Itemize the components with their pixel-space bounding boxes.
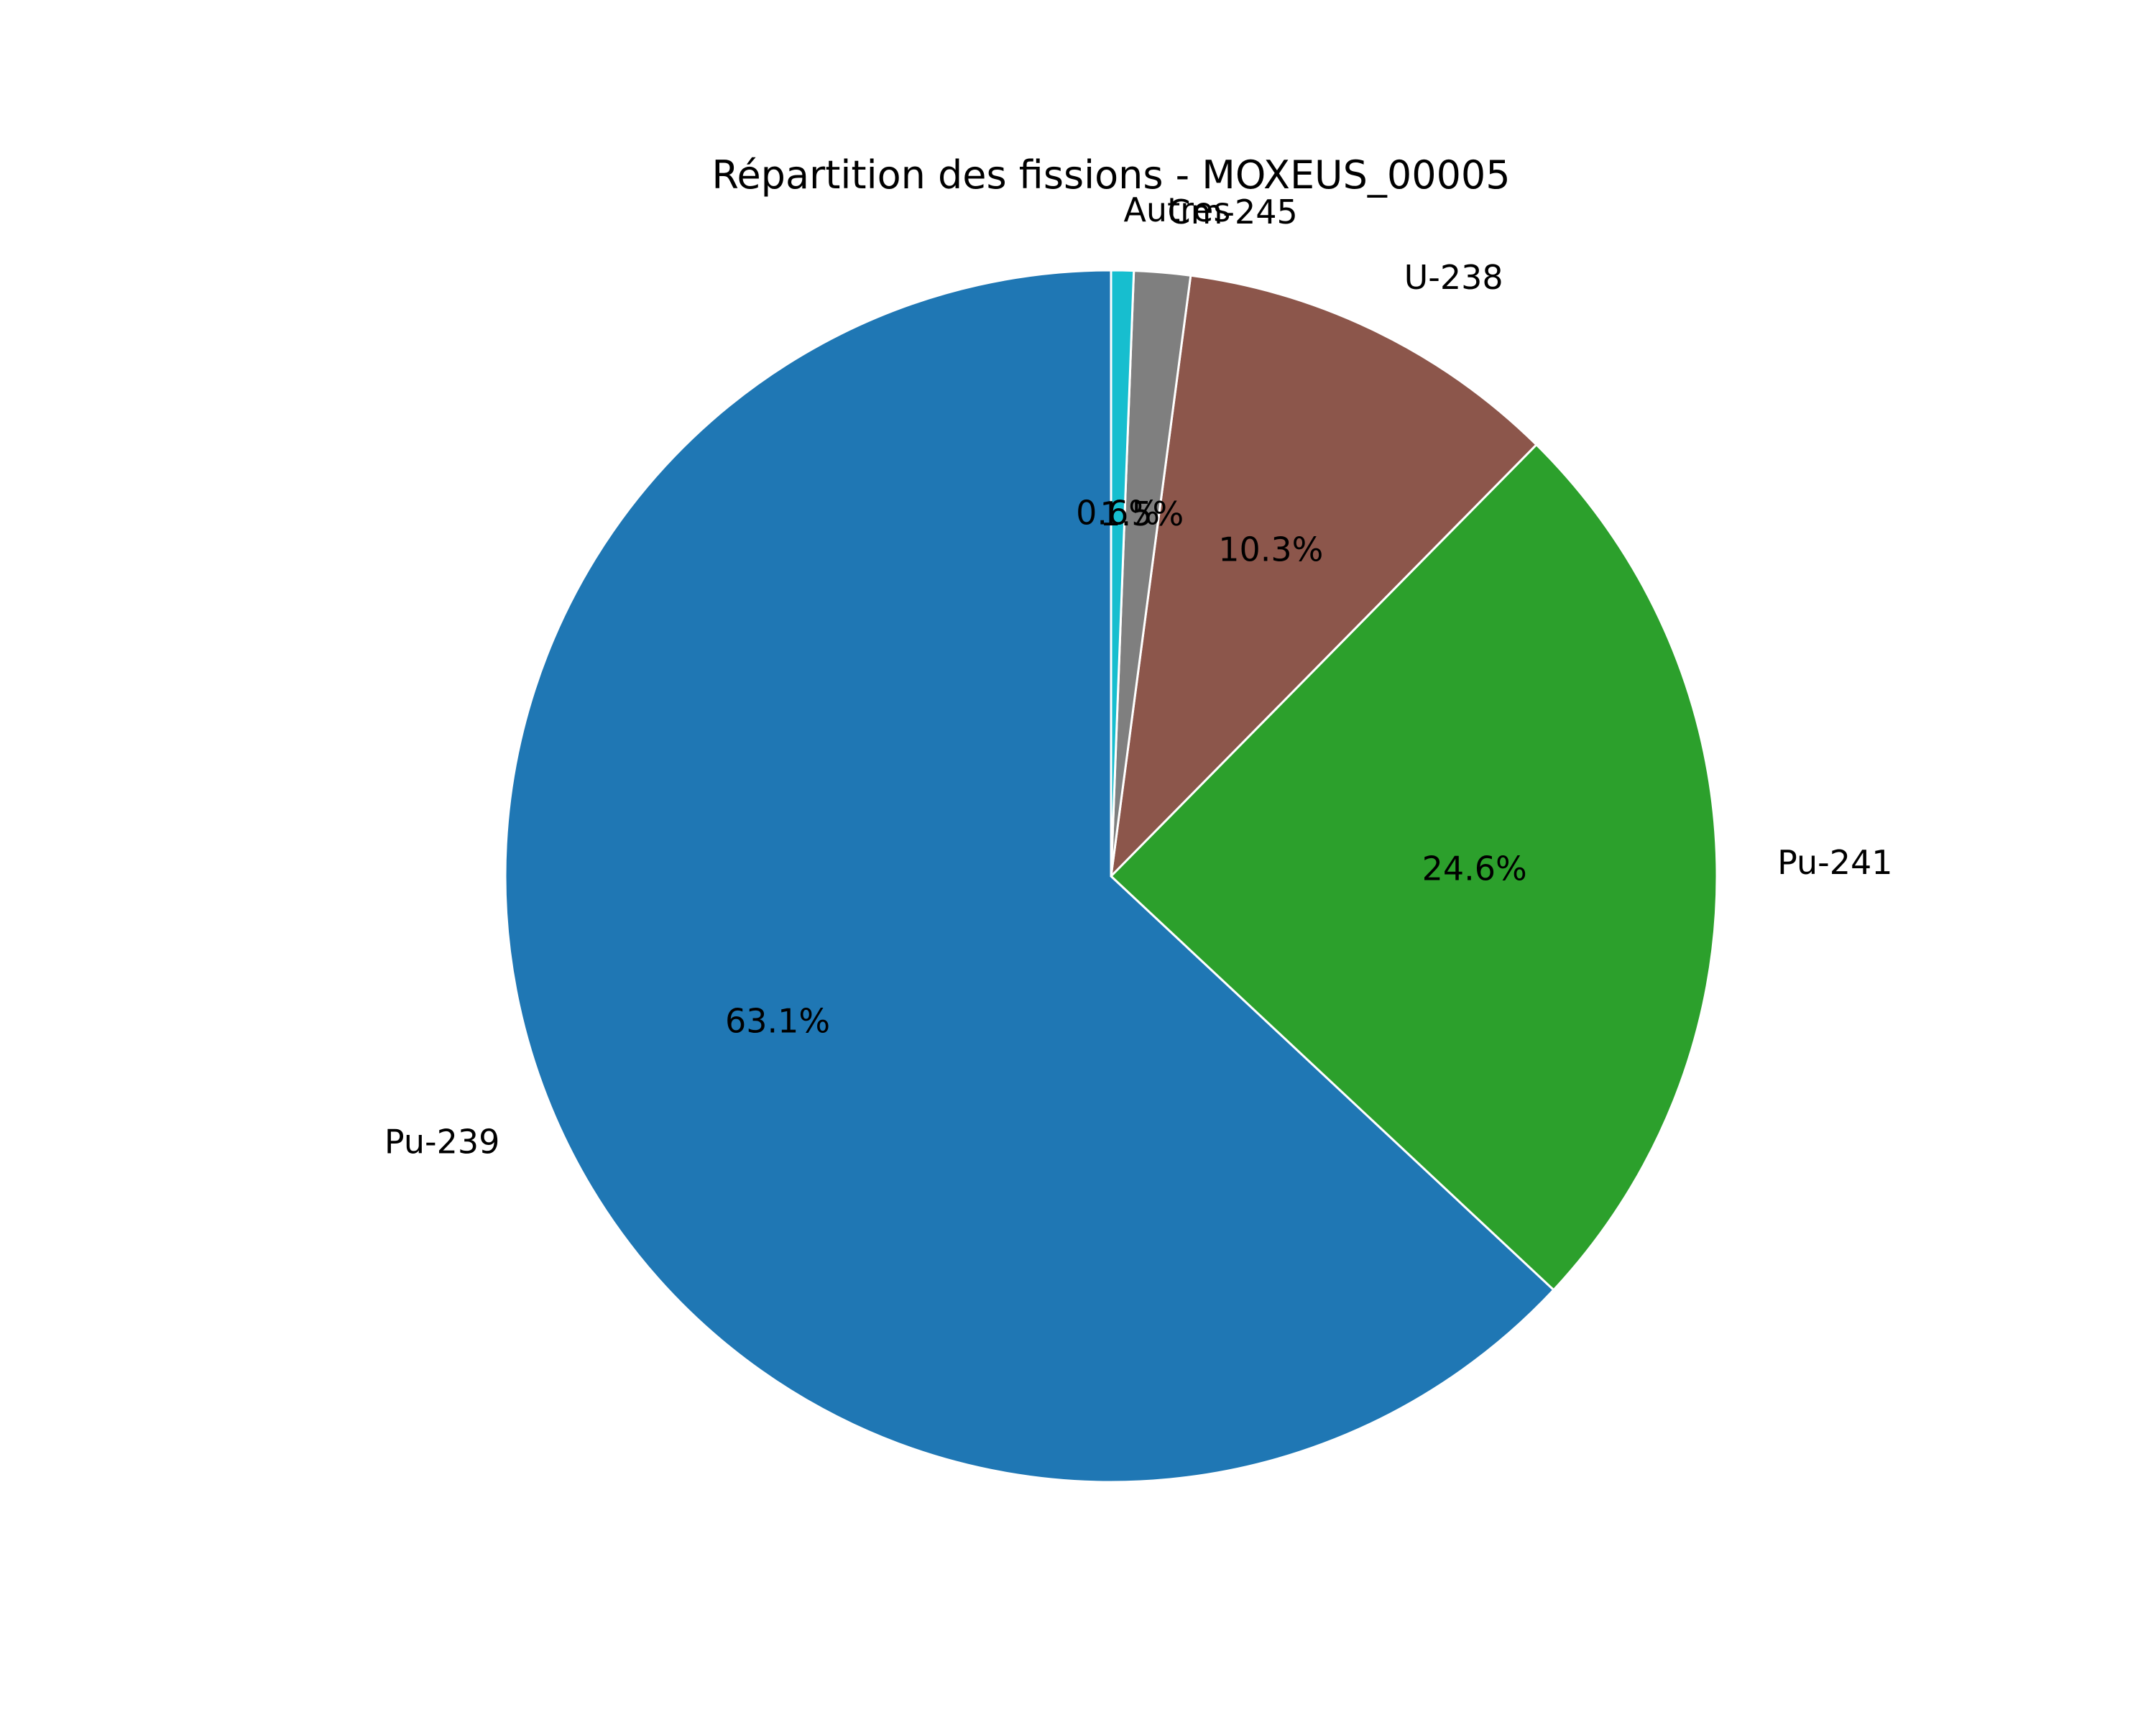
pie-slice-pu-241	[1110, 443, 1718, 1292]
slice-percent-cm-245: 1.5%	[1100, 494, 1184, 533]
slice-percent-u-238: 10.3%	[1218, 530, 1323, 569]
slice-label-pu-241: Pu-241	[1777, 843, 1892, 882]
pie-labels: Pu-239 63.1% Pu-241 24.6% U-238 10.3% Cm-245 1.…	[384, 190, 1893, 1161]
slice-percent-pu-241: 24.6%	[1422, 850, 1527, 888]
slice-percent-pu-239: 63.1%	[725, 1001, 830, 1040]
chart-title: Répartition des fissions - MOXEUS_00005	[711, 152, 1510, 198]
slice-label-autres: Autres	[1123, 190, 1230, 229]
slice-label-cm-245: Cm-245	[1167, 193, 1297, 231]
slice-percent-autres: 0.6%	[1076, 493, 1160, 532]
pie-slice-pu-239	[504, 269, 1555, 1484]
pie-slices	[504, 269, 1718, 1484]
pie-slice-u-238	[1110, 274, 1538, 878]
pie-slice-autres	[1110, 269, 1135, 878]
slice-label-u-238: U-238	[1404, 258, 1503, 297]
slice-label-pu-239: Pu-239	[384, 1122, 499, 1161]
